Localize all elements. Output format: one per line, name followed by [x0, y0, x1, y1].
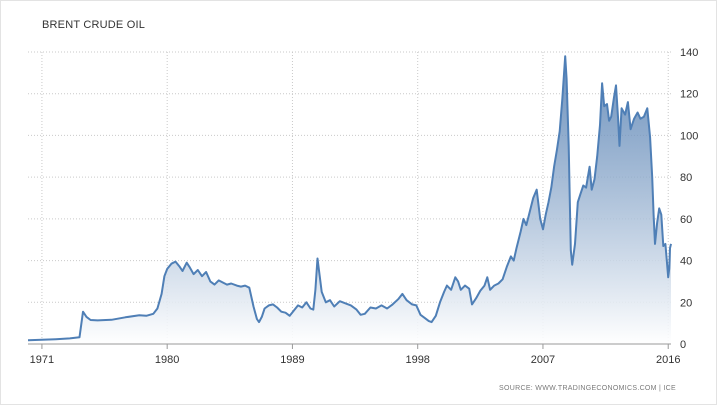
y-tick-label: 100 [680, 130, 698, 142]
y-axis: 0 20 40 60 80 100 120 140 [680, 47, 698, 351]
y-tick-label: 120 [680, 89, 698, 101]
y-tick-label: 40 [680, 256, 692, 268]
x-tick-label: 1971 [30, 354, 54, 366]
y-tick-label: 60 [680, 214, 692, 226]
source-caption: SOURCE: WWW.TRADINGECONOMICS.COM | ICE [499, 385, 676, 392]
x-tick-label: 1980 [155, 354, 179, 366]
series-area-fill [28, 56, 671, 344]
y-tick-label: 80 [680, 172, 692, 184]
x-tick-label: 1989 [280, 354, 304, 366]
chart-title: BRENT CRUDE OIL [42, 19, 146, 31]
x-tick-label: 1998 [405, 354, 429, 366]
x-axis: 1971 1980 1989 1998 2007 2016 [28, 343, 680, 366]
y-tick-label: 0 [680, 339, 686, 351]
y-tick-label: 140 [680, 47, 698, 59]
y-tick-label: 20 [680, 297, 692, 309]
series-line [27, 55, 672, 342]
x-tick-label: 2016 [656, 354, 680, 366]
x-tick-label: 2007 [531, 354, 555, 366]
